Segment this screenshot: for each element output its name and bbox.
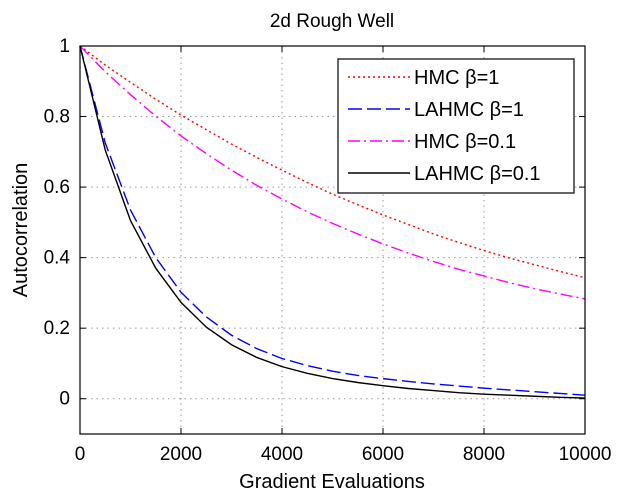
x-tick-label: 6000 — [362, 444, 404, 465]
series-line-3 — [79, 45, 586, 399]
y-tick-label: 0 — [59, 389, 70, 410]
chart-title: 2d Rough Well — [270, 11, 394, 32]
legend-label: LAHMC β=1 — [414, 99, 524, 121]
y-axis-title: Autocorrelation — [10, 163, 32, 298]
axis-ticks: 0 2000 4000 6000 8000 10000 0 0.2 0.4 0.6 0.8 1 — [44, 36, 612, 465]
y-tick-label: 0.8 — [44, 107, 70, 128]
series-line-2 — [79, 45, 586, 300]
y-tick-label: 0.4 — [44, 248, 71, 269]
y-tick-label: 1 — [59, 36, 70, 57]
y-tick-label: 0.6 — [44, 177, 70, 198]
x-tick-label: 4000 — [261, 444, 303, 465]
legend-label: LAHMC β=0.1 — [414, 163, 541, 185]
x-axis-title: Gradient Evaluations — [239, 471, 425, 493]
series-line-1 — [79, 45, 586, 396]
y-tick-label: 0.2 — [44, 318, 70, 339]
legend: HMC β=1 LAHMC β=1 HMC β=0.1 LAHMC β=0.1 — [337, 58, 575, 194]
legend-box — [337, 58, 575, 194]
x-tick-label: 0 — [75, 444, 86, 465]
legend-label: HMC β=1 — [414, 67, 499, 89]
series-layer — [79, 45, 586, 399]
plot-frame — [79, 45, 586, 435]
x-tick-label: 10000 — [559, 444, 612, 465]
x-tick-label: 8000 — [463, 444, 505, 465]
legend-label: HMC β=0.1 — [414, 131, 516, 153]
x-tick-label: 2000 — [160, 444, 202, 465]
